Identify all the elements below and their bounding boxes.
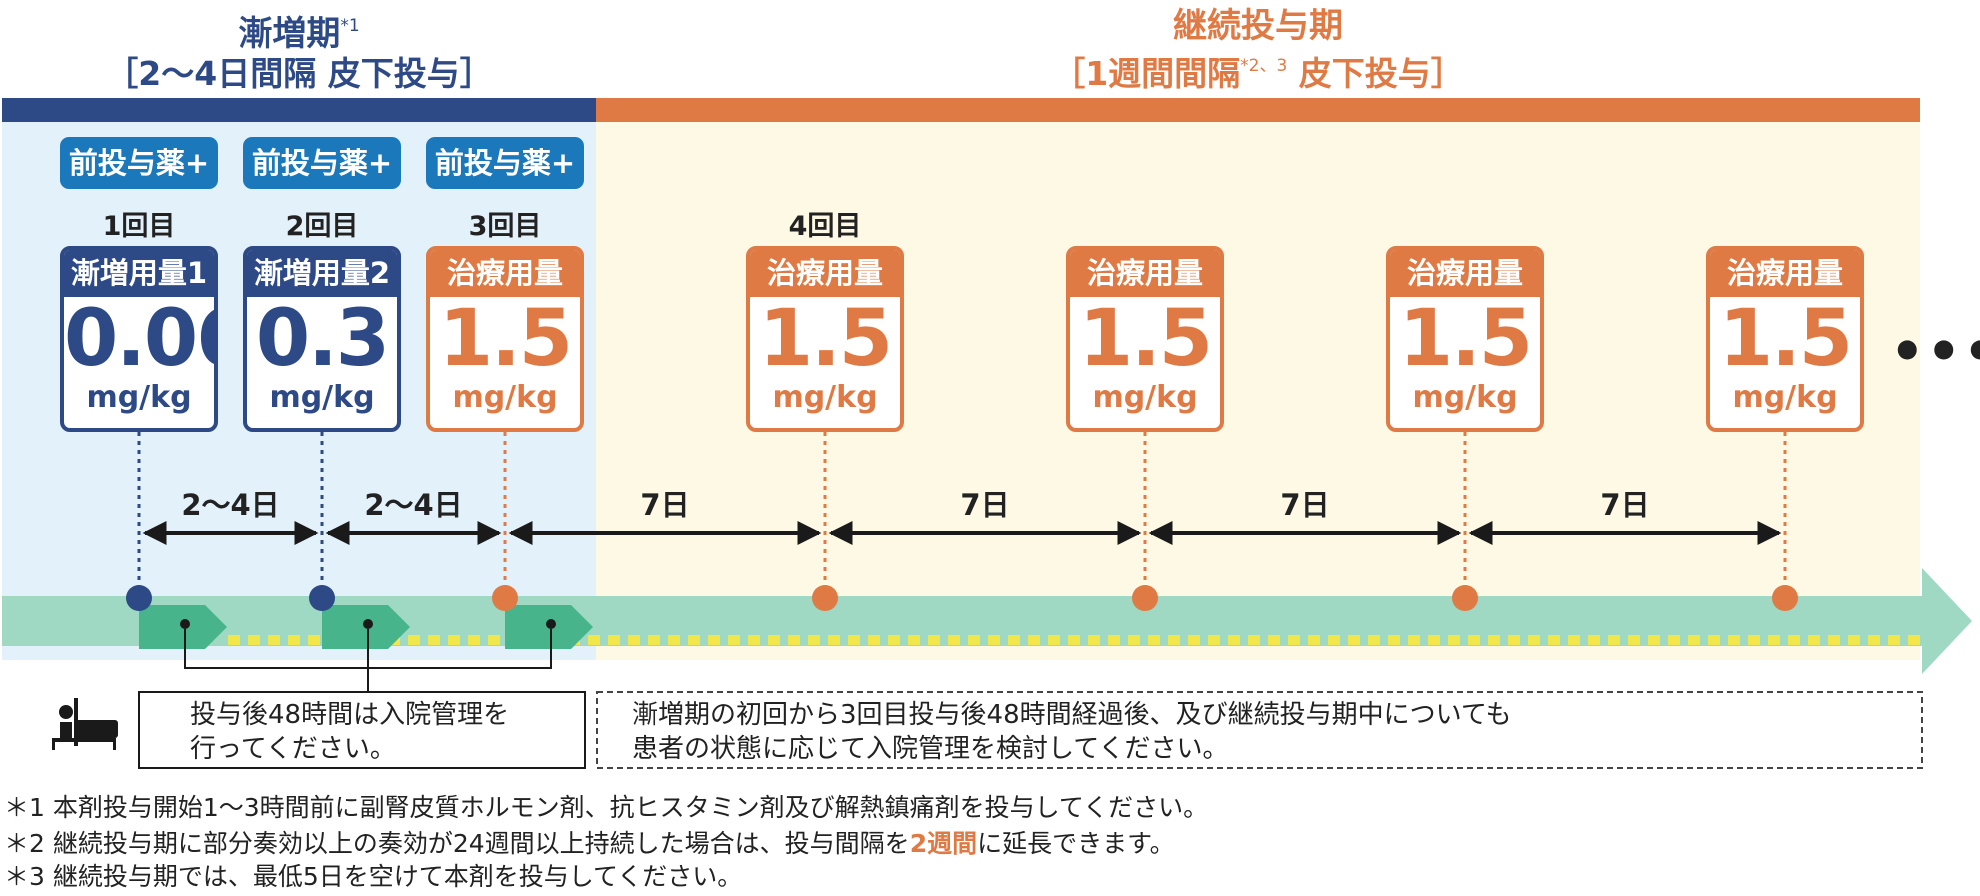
interval-label: 2〜4日 bbox=[364, 488, 463, 522]
footnote-text: 本剤投与開始1〜3時間前に副腎皮質ホルモン剤、抗ヒスタミン剤及び解熱鎮痛剤を投与… bbox=[52, 793, 1209, 822]
dose-card-unit: mg/kg bbox=[452, 380, 558, 415]
footnote: ＊2 継続投与期に部分奏効以上の奏効が24週間以上持続した場合は、投与間隔を2週… bbox=[4, 826, 1175, 862]
maintenance-title-text: 継続投与期 bbox=[1173, 6, 1343, 46]
continuation-ellipsis: ••• bbox=[1890, 320, 1980, 383]
maintenance-phase-bar bbox=[596, 98, 1920, 122]
premedication-badge: 前投与薬+ bbox=[60, 137, 218, 189]
dose-card-header: 治療用量 bbox=[1710, 250, 1860, 297]
dose-card-value: 0.06 bbox=[64, 294, 214, 384]
maintenance-interval-pre: ［1週間間隔 bbox=[1052, 54, 1241, 93]
interval-label: 7日 bbox=[640, 488, 690, 522]
footnote: ＊1 本剤投与開始1〜3時間前に副腎皮質ホルモン剤、抗ヒスタミン剤及び解熱鎮痛剤… bbox=[4, 790, 1208, 826]
dose-card-header: 治療用量 bbox=[1390, 250, 1540, 297]
dose-count-label: 1回目 bbox=[102, 211, 176, 242]
hospital-note-1: 投与後48時間は入院管理を 行ってください。 bbox=[152, 694, 582, 766]
dose-card-value: 1.5 bbox=[758, 294, 893, 384]
titration-title-text: 漸増期 bbox=[238, 14, 341, 54]
dose-card-value: 1.5 bbox=[438, 294, 573, 384]
footnote-text: 継続投与期では、最低5日を空けて本剤を投与してください。 bbox=[52, 862, 743, 891]
footnote-text-pre: 継続投与期に部分奏効以上の奏効が24週間以上持続した場合は、投与間隔を bbox=[52, 829, 910, 858]
hospital-bed-icon bbox=[52, 698, 118, 750]
dose-card-unit: mg/kg bbox=[772, 380, 878, 415]
dose-card-header: 治療用量 bbox=[430, 250, 580, 297]
hospital-note-box-1-frame bbox=[138, 691, 586, 769]
footnote-mark: ＊1 bbox=[4, 793, 45, 822]
hospital-note-2: 漸増期の初回から3回目投与後48時間経過後、及び継続投与期中についても 患者の状… bbox=[596, 694, 1916, 766]
dose-card-unit: mg/kg bbox=[1732, 380, 1838, 415]
maintenance-phase-title: 継続投与期 ［1週間間隔*2、3 皮下投与］ bbox=[596, 6, 1920, 94]
interval-label: 7日 bbox=[1600, 488, 1650, 522]
dose-card-header: 漸増用量1 bbox=[64, 250, 214, 297]
dose-card-unit: mg/kg bbox=[1092, 380, 1198, 415]
hospital-note-1-line2: 行ってください。 bbox=[190, 734, 396, 764]
interval-label: 2〜4日 bbox=[181, 488, 280, 522]
titration-phase-bar bbox=[2, 98, 596, 122]
dose-card-unit: mg/kg bbox=[269, 380, 375, 415]
titration-phase-title: 漸増期*1 ［2〜4日間隔 皮下投与］ bbox=[2, 6, 596, 94]
dose-card-unit: mg/kg bbox=[86, 380, 192, 415]
footnote-text-post: に延長できます。 bbox=[977, 829, 1175, 858]
dose-count-label: 2回目 bbox=[285, 211, 359, 242]
hospitalization-tag-dots bbox=[180, 619, 556, 629]
hospital-note-1-line1: 投与後48時間は入院管理を bbox=[190, 700, 510, 730]
dose-card-header: 漸増用量2 bbox=[247, 250, 397, 297]
dose-card-value: 1.5 bbox=[1398, 294, 1533, 384]
footnote: ＊3 継続投与期では、最低5日を空けて本剤を投与してください。 bbox=[4, 859, 742, 895]
hospital-note-box-2-frame bbox=[596, 691, 1923, 769]
dose-card: 治療用量 1.5 mg/kg bbox=[746, 246, 904, 432]
dose-card: 治療用量 1.5 mg/kg bbox=[426, 246, 584, 432]
timeline-arrow bbox=[2, 568, 1972, 674]
maintenance-interval-post: 皮下投与］ bbox=[1287, 54, 1464, 93]
hospital-note-2-line1: 漸増期の初回から3回目投与後48時間経過後、及び継続投与期中についても bbox=[632, 700, 1512, 730]
premedication-badge: 前投与薬+ bbox=[243, 137, 401, 189]
titration-interval-text: ［2〜4日間隔 皮下投与］ bbox=[105, 54, 493, 93]
dose-card-header: 治療用量 bbox=[1070, 250, 1220, 297]
hospital-note-2-line2: 患者の状態に応じて入院管理を検討してください。 bbox=[632, 734, 1229, 764]
footnote-ref: *2、3 bbox=[1240, 56, 1288, 76]
dose-connectors bbox=[137, 432, 1787, 596]
dose-card: 治療用量 1.5 mg/kg bbox=[1066, 246, 1224, 432]
dose-dots bbox=[126, 585, 1798, 611]
hospitalization-bracket bbox=[184, 629, 552, 692]
dose-count-label: 3回目 bbox=[468, 211, 542, 242]
dose-card-value: 1.5 bbox=[1078, 294, 1213, 384]
dose-card: 漸増用量1 0.06 mg/kg bbox=[60, 246, 218, 432]
dose-card: 治療用量 1.5 mg/kg bbox=[1386, 246, 1544, 432]
premedication-badge: 前投与薬+ bbox=[426, 137, 584, 189]
dose-card-value: 1.5 bbox=[1718, 294, 1853, 384]
dose-card-unit: mg/kg bbox=[1412, 380, 1518, 415]
interval-label: 7日 bbox=[960, 488, 1010, 522]
dose-card-header: 治療用量 bbox=[750, 250, 900, 297]
dose-card-value: 0.3 bbox=[255, 294, 390, 384]
footnote-mark: ＊3 bbox=[4, 862, 45, 891]
footnote-highlight: 2週間 bbox=[909, 829, 978, 858]
interval-label: 7日 bbox=[1280, 488, 1330, 522]
dose-card: 治療用量 1.5 mg/kg bbox=[1706, 246, 1864, 432]
footnote-mark: ＊2 bbox=[4, 829, 45, 858]
dose-card: 漸増用量2 0.3 mg/kg bbox=[243, 246, 401, 432]
footnote-ref: *1 bbox=[340, 16, 360, 36]
dose-count-label: 4回目 bbox=[788, 211, 862, 242]
